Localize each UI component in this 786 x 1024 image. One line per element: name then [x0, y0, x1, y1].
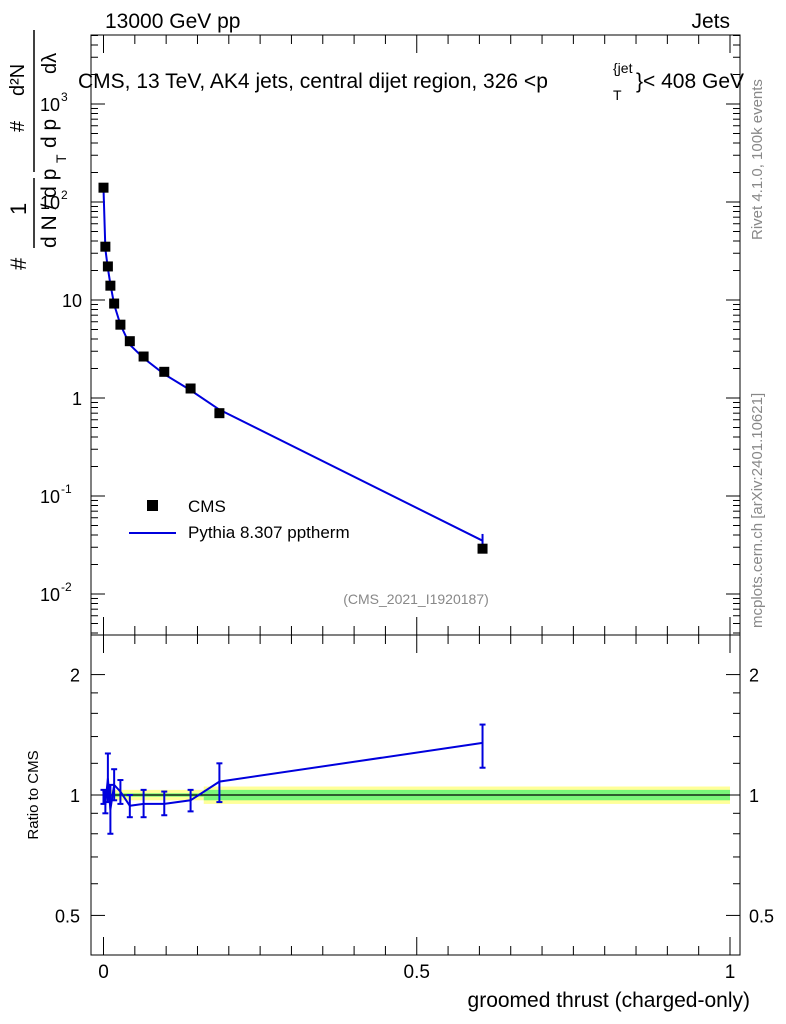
xtick-label-0: 0: [98, 962, 109, 983]
ylabel-hash2: #: [7, 120, 29, 132]
legend-data-marker: [147, 500, 158, 511]
cms-data-point: [115, 319, 126, 330]
cms-data-point: [109, 298, 120, 309]
ytick-label-1e-1: 10: [40, 487, 60, 507]
ratio-tick-0.5-left: 0.5: [55, 906, 80, 926]
legend: CMS Pythia 8.307 pptherm: [129, 497, 350, 542]
ylabel-dlambda: dλ: [39, 53, 61, 74]
x-tick-labels: 0 0.5 1: [98, 962, 735, 983]
x-axis-label: groomed thrust (charged-only): [468, 989, 750, 1012]
ylabel-d2n: d²N: [7, 64, 29, 96]
ratio-tick-1-right: 1: [749, 786, 759, 806]
legend-data-label: CMS: [188, 497, 226, 516]
ytick-exp-1e2: 2: [61, 188, 68, 202]
cms-data-point: [98, 182, 109, 193]
cms-data-point: [185, 383, 196, 394]
mcplots-credit-text: mcplots.cern.ch [arXiv:2401.10621]: [749, 393, 766, 628]
cms-data-point: [159, 366, 170, 377]
ratio-tick-0.5-right: 0.5: [749, 906, 774, 926]
ytick-label-1e2: 10: [40, 193, 60, 213]
xtick-label-0.5: 0.5: [404, 962, 430, 983]
title-superscript: {jet: [613, 60, 633, 76]
title-main: CMS, 13 TeV, AK4 jets, central dijet reg…: [78, 70, 548, 93]
rivet-version-text: Rivet 4.1.0, 100k events: [749, 79, 766, 240]
y-axis-label: # 1 d N / d p T # d p d²N dλ: [6, 30, 69, 270]
ytick-label-1e3: 10: [40, 95, 60, 115]
main-plot-frame: [90, 34, 741, 636]
mc-curve: [102, 188, 483, 542]
ratio-y-axis-label: Ratio to CMS: [25, 750, 42, 839]
ylabel-dn: d N / d p: [38, 169, 61, 248]
header-right: Jets: [691, 10, 730, 33]
ylabel-hash: #: [6, 257, 31, 270]
cms-data-point: [138, 351, 149, 362]
header-left: 13000 GeV pp: [105, 10, 240, 33]
ytick-exp-1e3: 3: [61, 90, 68, 104]
plot-title: CMS, 13 TeV, AK4 jets, central dijet reg…: [78, 60, 744, 103]
legend-mc-label: Pythia 8.307 pptherm: [188, 523, 350, 542]
ratio-tick-2-left: 2: [70, 666, 80, 686]
cms-data-point: [477, 543, 488, 554]
ratio-tick-1-left: 1: [70, 786, 80, 806]
ytick-label-1e-2: 10: [40, 585, 60, 605]
cms-data-point: [100, 241, 111, 252]
ytick-exp-1e-2: -2: [61, 580, 72, 594]
ratio-y-tick-labels: 0.5 1 2 0.5 1 2: [55, 666, 774, 927]
main-plot-data: [98, 182, 488, 554]
main-y-tick-labels: 10 -2 10 -1 1 10 10 2 10 3: [40, 90, 82, 605]
xtick-label-1: 1: [725, 962, 736, 983]
title-subscript: T: [613, 87, 622, 103]
cms-data-point: [102, 261, 113, 272]
ylabel-dp: d p: [38, 119, 61, 148]
cms-data-point: [124, 336, 135, 347]
cms-data-point: [214, 408, 225, 419]
title-tail: }< 408 GeV: [636, 70, 744, 93]
ratio-uncertainty-bands: [103, 786, 731, 804]
main-axis-ticks: [91, 35, 740, 634]
ratio-plot-data: [100, 723, 486, 835]
ytick-exp-1e-1: -1: [61, 482, 72, 496]
ylabel-one: 1: [6, 203, 31, 215]
x-axis-ticks: [103, 35, 731, 955]
ylabel-t: T: [53, 154, 69, 163]
analysis-tag: (CMS_2021_I1920187): [343, 591, 489, 607]
ytick-label-10: 10: [62, 291, 82, 311]
cms-data-point: [105, 280, 116, 291]
ratio-tick-2-right: 2: [749, 666, 759, 686]
ytick-label-1: 1: [72, 389, 82, 409]
